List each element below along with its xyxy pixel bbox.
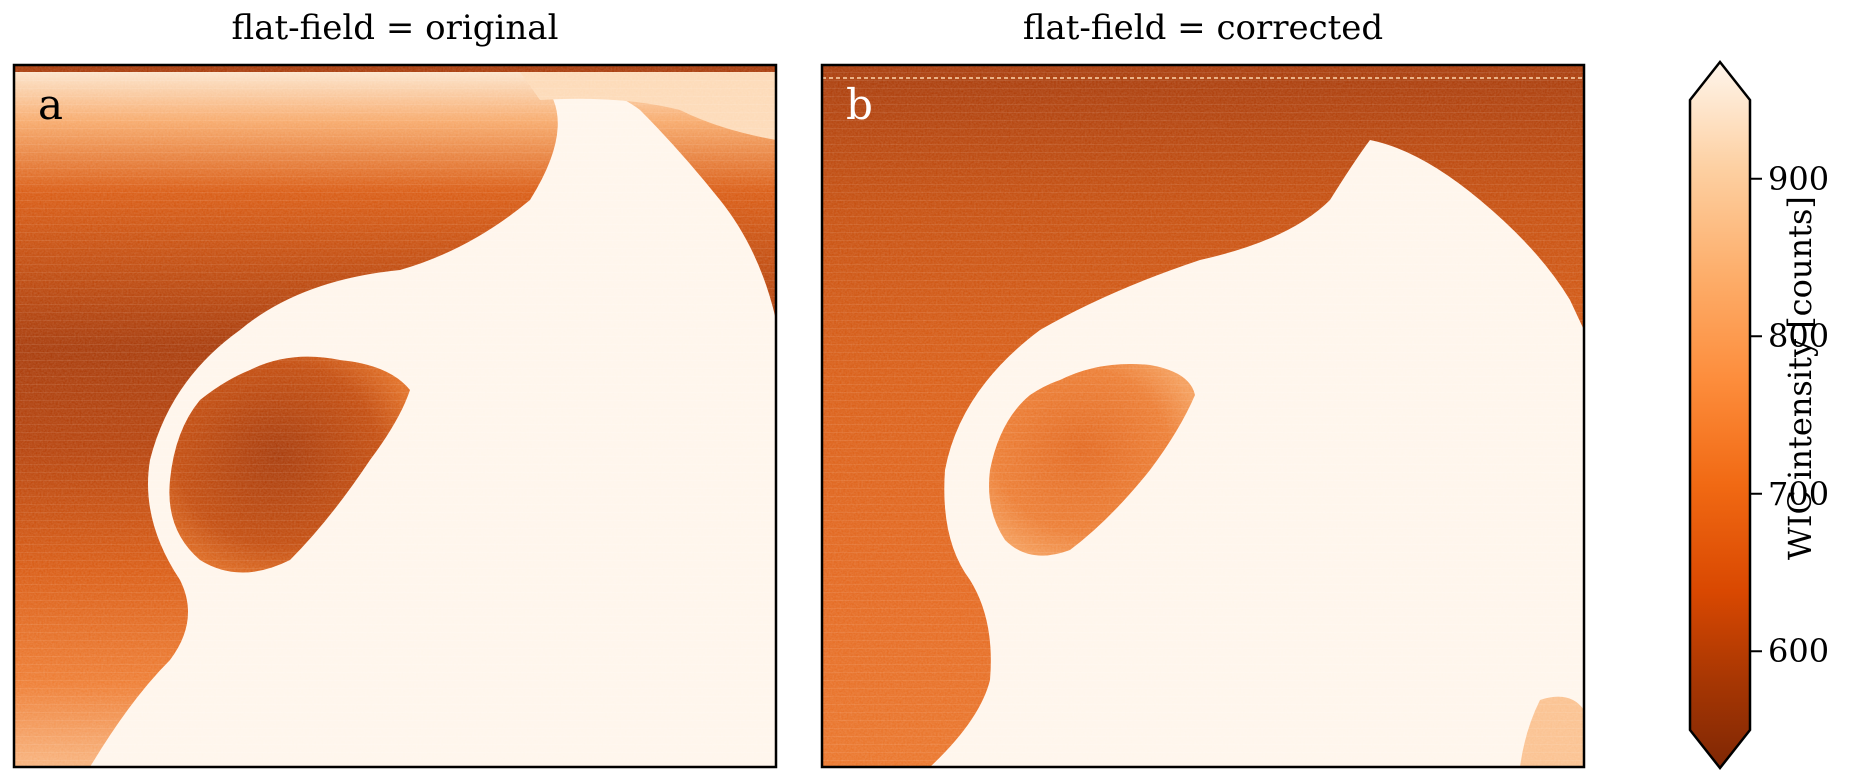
colorbar-label: WIC intensity [counts]	[1781, 196, 1819, 560]
panel-b-image	[822, 65, 1584, 767]
panel-b-letter: b	[846, 80, 873, 129]
colorbar-tick-label-900: 900	[1768, 159, 1830, 198]
colorbar-tick-marks	[1750, 177, 1762, 653]
colorbar-tick-label-800: 800	[1768, 317, 1830, 356]
panel-a-letter: a	[38, 80, 64, 129]
panel-b-title: flat-field = corrected	[1022, 8, 1384, 48]
colorbar-tick-label-600: 600	[1768, 632, 1830, 671]
panel-a-image	[14, 65, 776, 767]
colorbar-tick-label-700: 700	[1768, 474, 1830, 513]
colorbar-body	[1688, 59, 1752, 771]
colorbar	[1688, 59, 1762, 771]
panel-a-title: flat-field = original	[231, 8, 559, 48]
panel-a-frame	[12, 63, 778, 769]
panel-b-frame	[820, 63, 1586, 769]
